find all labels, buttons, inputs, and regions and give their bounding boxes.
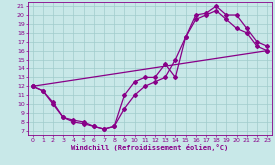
X-axis label: Windchill (Refroidissement éolien,°C): Windchill (Refroidissement éolien,°C) [71,145,229,151]
